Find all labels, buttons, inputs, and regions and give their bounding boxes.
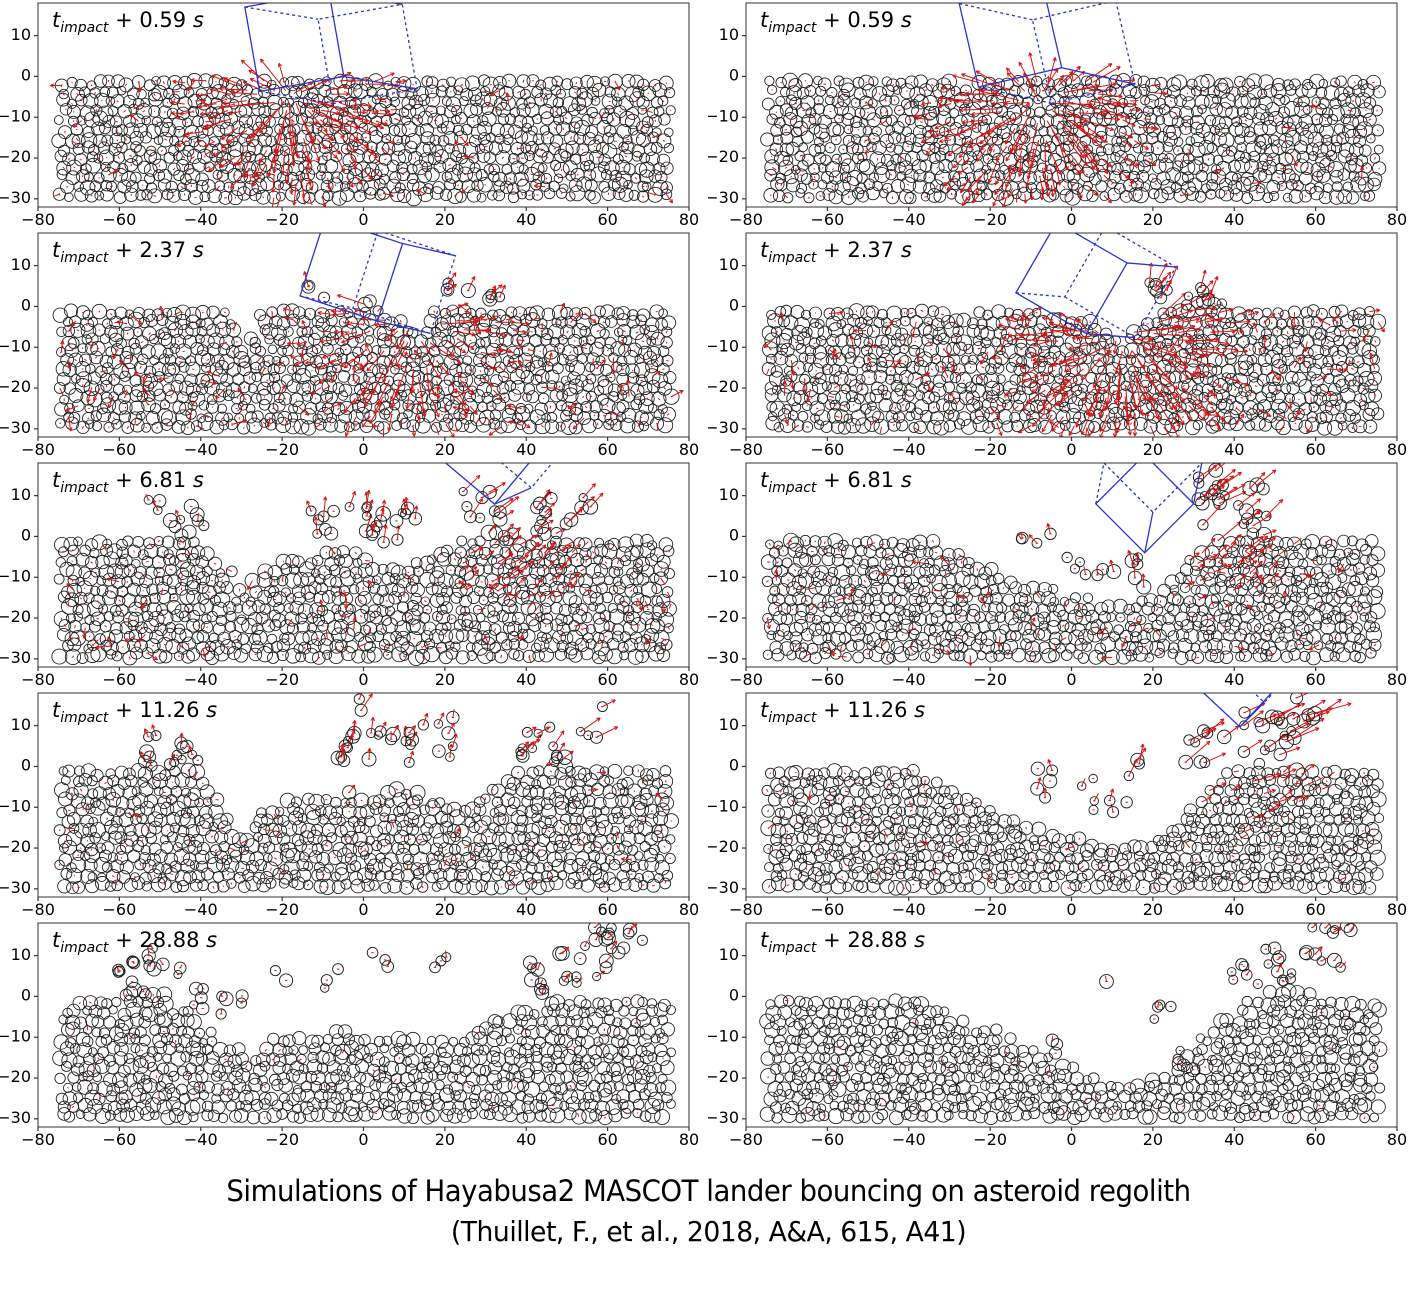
sim-panel-1: timpact + 0.59 s <box>708 0 1416 230</box>
time-variable: t <box>52 8 61 32</box>
time-subscript: impact <box>768 20 817 37</box>
simulation-canvas-8 <box>0 920 708 1150</box>
time-offset: + 28.88 <box>108 928 207 952</box>
time-offset: + 11.26 <box>816 698 915 722</box>
simulation-canvas-7 <box>708 690 1416 920</box>
time-label: timpact + 6.81 s <box>52 468 204 496</box>
time-variable: t <box>52 468 61 492</box>
time-offset: + 0.59 <box>108 8 193 32</box>
simulation-canvas-0 <box>0 0 708 230</box>
time-unit: s <box>900 468 912 492</box>
time-unit: s <box>900 8 912 32</box>
sim-panel-9: timpact + 28.88 s <box>708 920 1416 1150</box>
time-unit: s <box>192 238 204 262</box>
time-offset: + 11.26 <box>108 698 207 722</box>
time-subscript: impact <box>60 710 109 727</box>
time-unit: s <box>914 698 926 722</box>
time-variable: t <box>52 698 61 722</box>
time-variable: t <box>760 8 769 32</box>
time-unit: s <box>206 698 218 722</box>
time-label: timpact + 28.88 s <box>52 928 217 956</box>
time-unit: s <box>914 928 926 952</box>
simulation-canvas-3 <box>708 230 1416 460</box>
time-label: timpact + 11.26 s <box>52 698 217 726</box>
simulation-canvas-1 <box>708 0 1416 230</box>
sim-panel-0: timpact + 0.59 s <box>0 0 708 230</box>
sim-panel-8: timpact + 28.88 s <box>0 920 708 1150</box>
time-label: timpact + 2.37 s <box>52 238 204 266</box>
time-label: timpact + 28.88 s <box>760 928 925 956</box>
simulation-canvas-2 <box>0 230 708 460</box>
simulation-canvas-5 <box>708 460 1416 690</box>
time-subscript: impact <box>60 940 109 957</box>
simulation-canvas-9 <box>708 920 1416 1150</box>
time-variable: t <box>760 698 769 722</box>
time-subscript: impact <box>768 480 817 497</box>
time-subscript: impact <box>60 250 109 267</box>
time-offset: + 6.81 <box>816 468 901 492</box>
time-label: timpact + 6.81 s <box>760 468 912 496</box>
time-subscript: impact <box>768 250 817 267</box>
time-unit: s <box>192 8 204 32</box>
time-subscript: impact <box>60 480 109 497</box>
time-label: timpact + 0.59 s <box>760 8 912 36</box>
time-label: timpact + 2.37 s <box>760 238 912 266</box>
time-variable: t <box>760 238 769 262</box>
time-subscript: impact <box>768 710 817 727</box>
figure-caption: Simulations of Hayabusa2 MASCOT lander b… <box>35 1174 1381 1248</box>
time-variable: t <box>760 468 769 492</box>
time-offset: + 0.59 <box>816 8 901 32</box>
time-subscript: impact <box>60 20 109 37</box>
time-offset: + 2.37 <box>108 238 193 262</box>
time-unit: s <box>206 928 218 952</box>
sim-panel-7: timpact + 11.26 s <box>708 690 1416 920</box>
simulation-canvas-6 <box>0 690 708 920</box>
time-label: timpact + 11.26 s <box>760 698 925 726</box>
time-subscript: impact <box>768 940 817 957</box>
time-unit: s <box>192 468 204 492</box>
sim-panel-4: timpact + 6.81 s <box>0 460 708 690</box>
sim-panel-2: timpact + 2.37 s <box>0 230 708 460</box>
time-label: timpact + 0.59 s <box>52 8 204 36</box>
time-variable: t <box>52 238 61 262</box>
sim-panel-3: timpact + 2.37 s <box>708 230 1416 460</box>
time-unit: s <box>900 238 912 262</box>
sim-panel-5: timpact + 6.81 s <box>708 460 1416 690</box>
time-offset: + 2.37 <box>816 238 901 262</box>
time-offset: + 28.88 <box>816 928 915 952</box>
caption-reference: (Thuillet, F., et al., 2018, A&A, 615, A… <box>450 1215 967 1248</box>
time-offset: + 6.81 <box>108 468 193 492</box>
caption-title: Simulations of Hayabusa2 MASCOT lander b… <box>226 1174 1191 1208</box>
time-variable: t <box>52 928 61 952</box>
time-variable: t <box>760 928 769 952</box>
sim-panel-6: timpact + 11.26 s <box>0 690 708 920</box>
simulation-canvas-4 <box>0 460 708 690</box>
